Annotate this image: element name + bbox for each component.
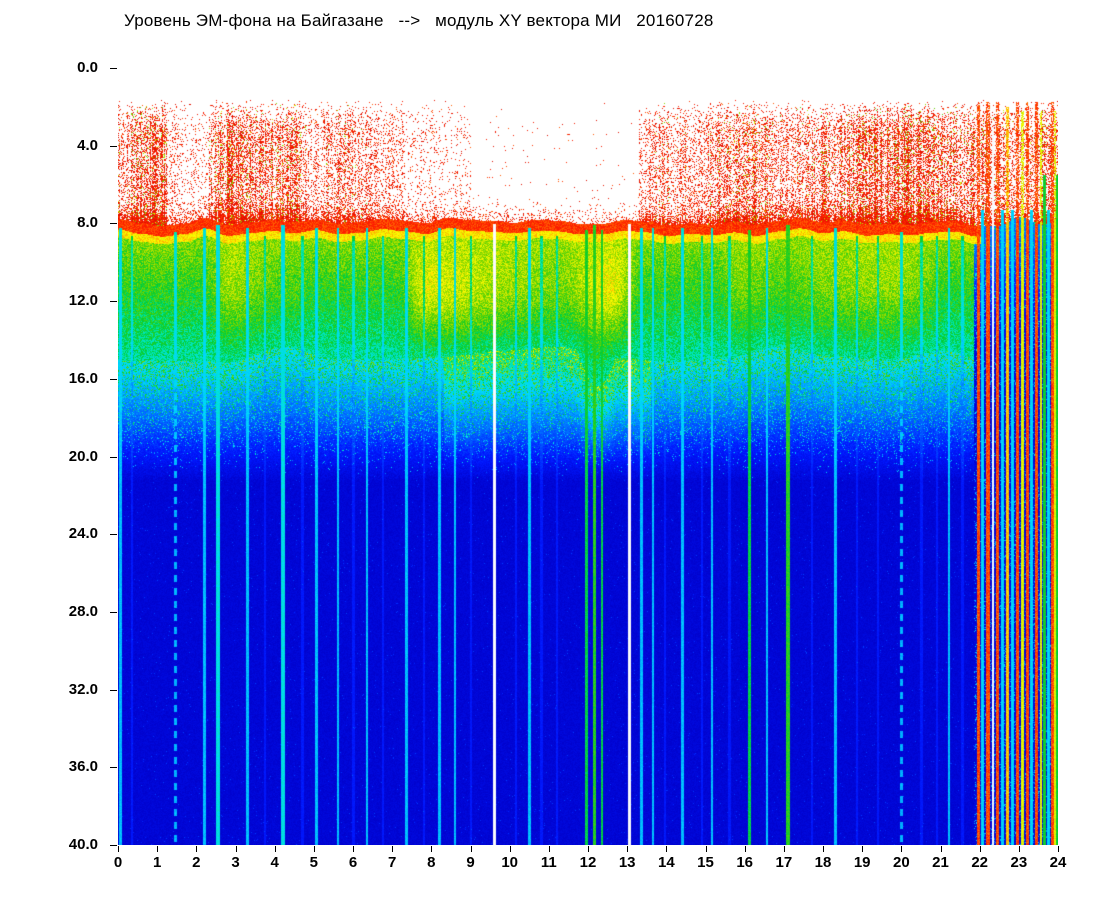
x-tick-mark — [196, 846, 197, 852]
y-tick-mark — [110, 690, 117, 691]
y-tick-label: 32.0 — [68, 680, 98, 698]
plot-area — [118, 68, 1058, 845]
x-tick-label: 4 — [270, 854, 279, 871]
x-tick-mark — [1019, 846, 1020, 852]
x-tick-mark — [118, 846, 119, 852]
y-tick-label: 20.0 — [68, 447, 98, 465]
x-tick-label: 1 — [152, 854, 162, 871]
spectrogram-canvas — [118, 68, 1058, 845]
x-tick-mark — [353, 846, 354, 852]
y-tick-label: 28.0 — [68, 602, 98, 620]
x-tick-label: 20 — [892, 854, 910, 871]
x-tick-label: 14 — [657, 854, 675, 871]
x-tick-mark — [1058, 846, 1059, 852]
y-tick-mark — [110, 146, 117, 147]
x-tick-mark — [471, 846, 472, 852]
y-tick-label: 4.0 — [77, 136, 98, 154]
y-tick-label: 8.0 — [77, 214, 98, 232]
x-tick-label: 15 — [697, 854, 714, 871]
y-tick-label: 36.0 — [68, 758, 98, 776]
x-tick-mark — [941, 846, 942, 852]
y-tick-label: 40.0 — [68, 836, 98, 853]
x-tick-label: 21 — [932, 854, 949, 871]
y-tick-mark — [110, 301, 117, 302]
x-tick-label: 0 — [113, 854, 123, 871]
x-tick-label: 22 — [971, 854, 988, 871]
x-tick-mark — [627, 846, 628, 852]
x-tick-label: 11 — [540, 854, 557, 871]
x-tick-mark — [862, 846, 863, 852]
x-tick-label: 6 — [348, 854, 358, 871]
x-tick-label: 5 — [309, 854, 318, 871]
y-tick-mark — [110, 845, 117, 846]
y-tick-label: 24.0 — [68, 525, 98, 543]
x-tick-mark — [706, 846, 707, 852]
x-tick-label: 17 — [775, 854, 793, 871]
x-tick-mark — [236, 846, 237, 852]
y-tick-mark — [110, 457, 117, 458]
chart-title: Уровень ЭМ-фона на Байгазане --> модуль … — [124, 11, 714, 30]
y-tick-label: 0.0 — [77, 59, 98, 76]
x-tick-label: 2 — [192, 854, 201, 871]
x-tick-mark — [588, 846, 589, 852]
x-tick-mark — [745, 846, 746, 852]
x-tick-mark — [314, 846, 315, 852]
x-tick-label: 3 — [231, 854, 240, 871]
x-tick-mark — [980, 846, 981, 852]
y-tick-mark — [110, 379, 117, 380]
x-tick-label: 16 — [736, 854, 753, 871]
x-tick-label: 24 — [1049, 854, 1067, 871]
x-tick-mark — [157, 846, 158, 852]
x-tick-mark — [549, 846, 550, 852]
x-tick-mark — [784, 846, 785, 852]
x-tick-label: 18 — [814, 854, 832, 871]
y-tick-mark — [110, 612, 117, 613]
y-tick-mark — [110, 767, 117, 768]
x-tick-mark — [823, 846, 824, 852]
x-tick-label: 23 — [1010, 854, 1028, 871]
x-tick-label: 8 — [427, 854, 436, 871]
x-tick-mark — [666, 846, 667, 852]
y-tick-mark — [110, 534, 117, 535]
y-tick-label: 16.0 — [68, 369, 98, 387]
y-tick-label: 12.0 — [68, 292, 98, 310]
x-tick-label: 7 — [387, 854, 397, 871]
y-tick-mark — [110, 68, 117, 69]
x-tick-mark — [901, 846, 902, 852]
x-tick-mark — [392, 846, 393, 852]
x-tick-mark — [275, 846, 276, 852]
x-tick-label: 9 — [466, 854, 475, 871]
x-tick-mark — [510, 846, 511, 852]
y-tick-mark — [110, 223, 117, 224]
x-tick-label: 13 — [618, 854, 636, 871]
x-tick-label: 19 — [853, 854, 871, 871]
x-tick-label: 10 — [501, 854, 518, 871]
x-tick-label: 12 — [579, 854, 597, 871]
x-tick-mark — [431, 846, 432, 852]
